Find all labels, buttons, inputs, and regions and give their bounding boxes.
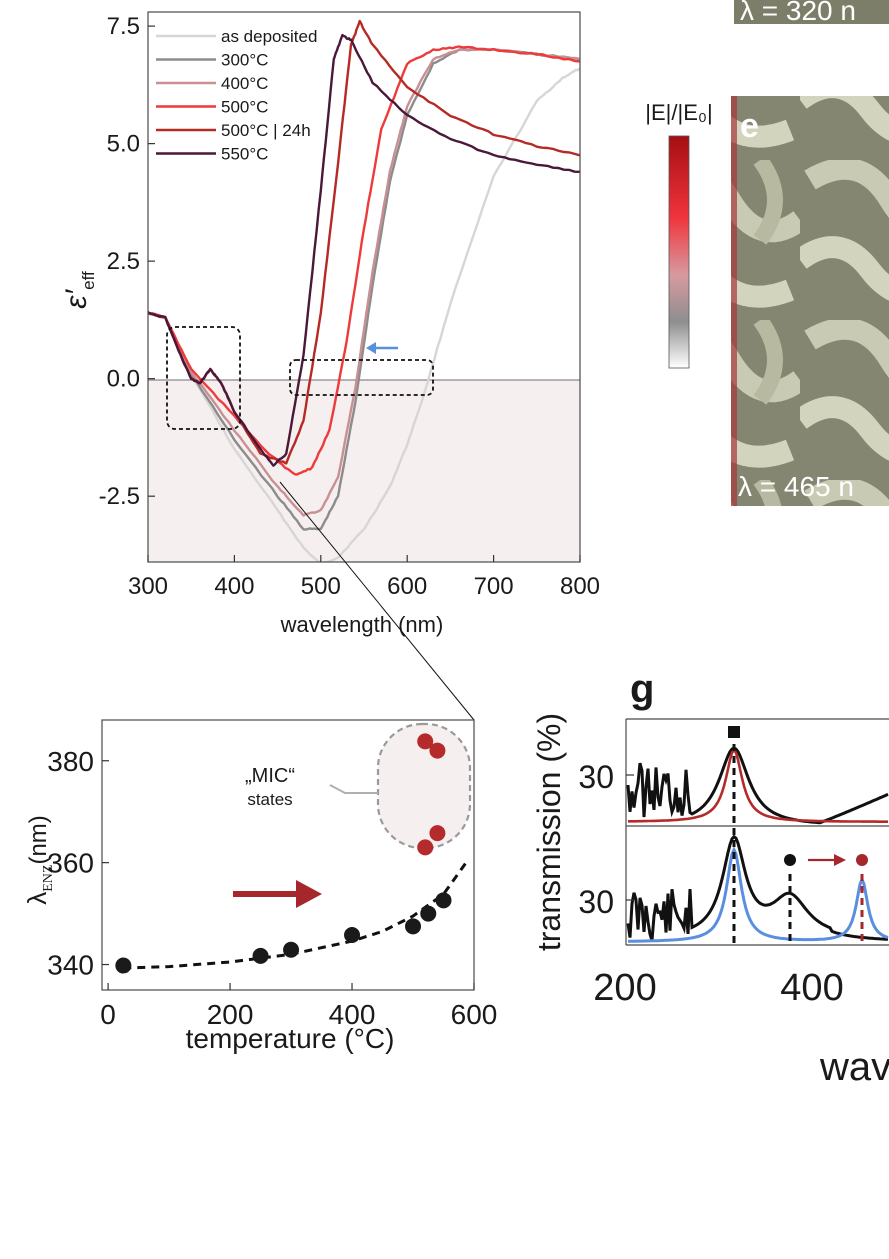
eps-series-line xyxy=(148,47,580,517)
eps-series-group xyxy=(148,19,580,562)
eps-xtick-label: 700 xyxy=(474,573,514,600)
panel-g-label: g xyxy=(630,667,654,711)
eps-legend-label: as deposited xyxy=(221,27,317,46)
eps-ytick-label: 2.5 xyxy=(107,248,140,275)
zoom-box-mic xyxy=(166,326,241,430)
eps-plot-frame xyxy=(147,11,581,563)
trans-bottom-simulated xyxy=(628,846,889,943)
eps-y-label: ε′eff xyxy=(60,271,98,309)
lenz-data-point xyxy=(417,839,434,856)
trans-top-measured xyxy=(626,746,889,825)
trans-ytick-bottom: 30 xyxy=(578,884,614,920)
eps-xtick-label: 500 xyxy=(301,573,341,600)
lenz-xtick-label: 200 xyxy=(207,999,254,1030)
lenz-xtick-label: 400 xyxy=(329,999,376,1030)
field-map-image xyxy=(731,96,889,506)
eps-xtick-label: 300 xyxy=(128,573,168,600)
trans-top-simulated xyxy=(627,747,888,824)
lenz-data-point xyxy=(405,918,422,935)
lenz-data-point xyxy=(429,742,446,759)
trans-series-group xyxy=(626,746,889,943)
lenz-y-sub: ENZ xyxy=(41,865,56,892)
eps-legend-label: 550°C xyxy=(221,145,268,164)
lenz-data-point xyxy=(252,947,269,964)
eps-series-line xyxy=(148,67,580,562)
trans-y-label: transmission (%) xyxy=(531,713,567,951)
panel-e-label: e xyxy=(740,107,759,145)
eps-axes: 300 400 500 600 700 800 7.5 5.0 2.5 0.0 -2.5 xyxy=(99,13,600,600)
eps-series-line xyxy=(148,45,580,476)
lenz-data-point xyxy=(115,957,132,974)
eps-legend: as deposited 300°C 400°C 500°C 500°C | 24h 55… xyxy=(156,27,317,164)
lenz-series-group xyxy=(115,733,470,974)
trans-xtick-200: 200 xyxy=(593,967,656,1009)
svg-text:transmission (%): transmission (%) xyxy=(531,713,567,951)
black-dot-marker xyxy=(784,854,796,866)
lenz-x-label: temperature (°C) xyxy=(186,1023,395,1054)
shift-arrow-icon xyxy=(366,342,398,354)
lenz-data-point xyxy=(283,941,300,958)
zoom-box-enz xyxy=(289,359,434,396)
svg-text:λENZ(nm): λENZ(nm) xyxy=(22,815,56,905)
lenz-data-point xyxy=(435,892,452,909)
eps-legend-label: 300°C xyxy=(221,51,268,70)
eps-ytick-label: -2.5 xyxy=(99,483,140,510)
lenz-plot-frame xyxy=(101,719,475,991)
top-wavelength-label: λ = 320 n xyxy=(740,0,856,26)
lenz-data-point xyxy=(344,926,361,943)
eps-ytick-label: 5.0 xyxy=(107,131,140,158)
lenz-ytick-label: 340 xyxy=(47,950,94,981)
lenz-y-unit: (nm) xyxy=(25,815,52,864)
panel-e-wavelength: λ = 465 n xyxy=(738,471,854,502)
lenz-ytick-label: 380 xyxy=(47,746,94,777)
eps-y-main: ε′ xyxy=(60,289,93,309)
lenz-y-main: λ xyxy=(22,892,52,905)
lenz-axes: 0 200 400 600 380 360 340 xyxy=(47,746,497,1030)
eps-legend-label: 500°C | 24h xyxy=(221,121,311,140)
lenz-data-point xyxy=(429,825,446,842)
mic-annotation-line1: „MIC“ xyxy=(245,765,295,787)
trans-xtick-400: 400 xyxy=(780,967,843,1009)
eps-legend-label: 400°C xyxy=(221,74,268,93)
svg-text:ε′eff: ε′eff xyxy=(60,271,98,309)
eps-xtick-label: 600 xyxy=(387,573,427,600)
eps-x-label: wavelength (nm) xyxy=(280,612,444,637)
eps-legend-label: 500°C xyxy=(221,98,268,117)
square-marker xyxy=(728,726,740,738)
lenz-data-point xyxy=(417,733,434,750)
eps-xtick-label: 800 xyxy=(560,573,600,600)
top-field-image xyxy=(734,0,889,24)
trans-x-label: wav xyxy=(819,1045,889,1089)
mic-callout-line xyxy=(329,784,378,794)
trans-ytick-top: 30 xyxy=(578,759,614,795)
lenz-y-label: λENZ(nm) xyxy=(22,815,56,905)
eps-ytick-label: 0.0 xyxy=(107,366,140,393)
colorbar xyxy=(668,135,690,369)
trend-arrow-icon xyxy=(233,880,322,908)
eps-series-line xyxy=(148,33,580,467)
eps-xtick-label: 400 xyxy=(214,573,254,600)
red-dot-marker xyxy=(856,854,868,866)
trans-y-ticks: 30 30 xyxy=(578,759,634,920)
lenz-data-point xyxy=(420,905,437,922)
trans-bottom-measured xyxy=(626,834,889,941)
mic-annotation-line2: states xyxy=(247,790,292,809)
zoom-connector-line xyxy=(279,481,475,721)
colorbar-title: |E|/|E₀| xyxy=(645,100,712,125)
lenz-xtick-label: 600 xyxy=(451,999,498,1030)
eps-ytick-label: 7.5 xyxy=(107,13,140,40)
lenz-xtick-label: 0 xyxy=(100,999,116,1030)
eps-y-sub: eff xyxy=(79,271,98,290)
peak-markers xyxy=(728,726,868,944)
lenz-ytick-label: 360 xyxy=(47,848,94,879)
